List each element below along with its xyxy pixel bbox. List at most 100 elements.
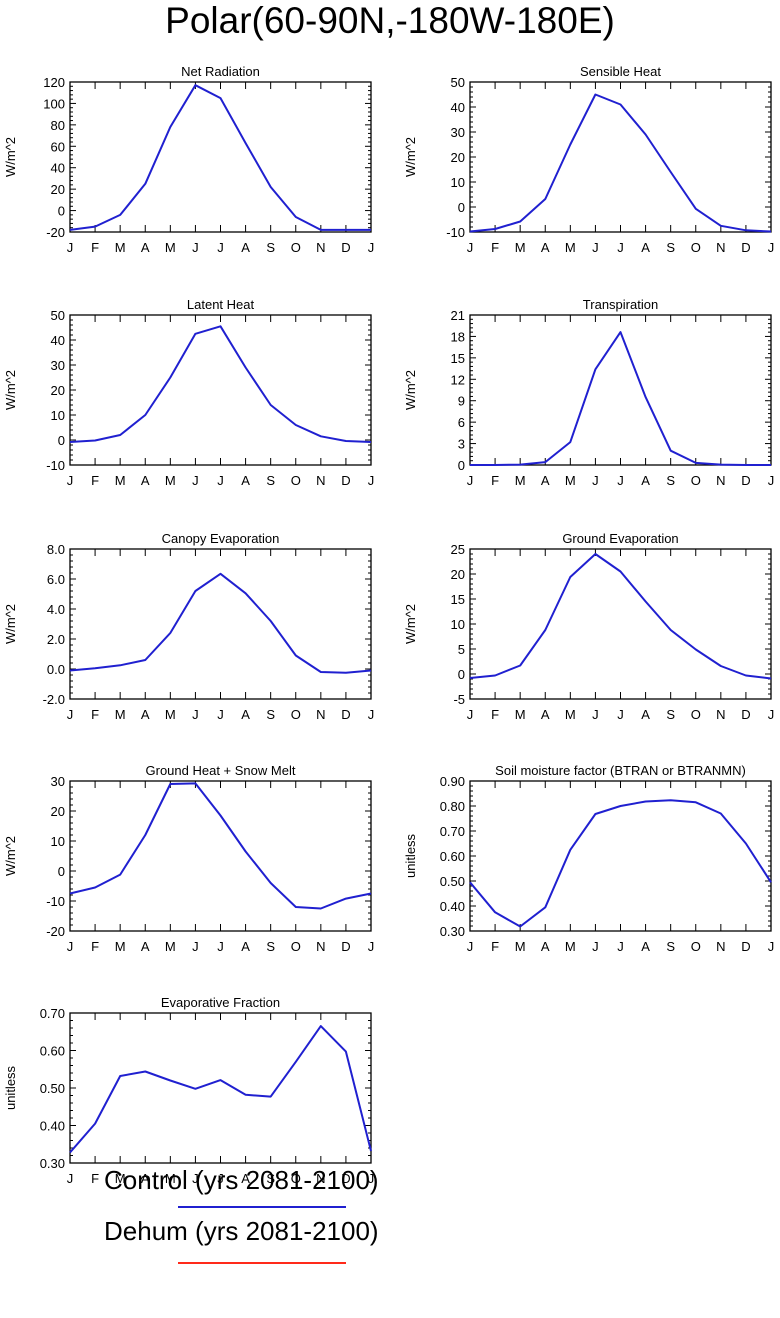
- y-tick-label: 50: [451, 75, 465, 90]
- y-tick-label: 6.0: [47, 572, 65, 587]
- x-tick-label: J: [67, 473, 74, 488]
- x-tick-label: O: [691, 939, 701, 954]
- y-tick-label: 21: [451, 308, 465, 323]
- chart-panel-7: Soil moisture factor (BTRAN or BTRANMN) u…: [403, 763, 774, 954]
- y-axis-label: unitless: [403, 833, 418, 878]
- x-tick-label: A: [541, 707, 550, 722]
- x-tick-label: S: [266, 1171, 275, 1186]
- x-tick-label: A: [541, 473, 550, 488]
- y-tick-label: 18: [451, 329, 465, 344]
- x-tick-label: J: [217, 240, 224, 255]
- y-tick-label: 0.80: [440, 799, 465, 814]
- x-tick-label: O: [291, 939, 301, 954]
- x-tick-label: M: [115, 240, 126, 255]
- x-tick-label: M: [515, 939, 526, 954]
- y-tick-label: 4.0: [47, 602, 65, 617]
- y-tick-label: 10: [51, 408, 65, 423]
- x-tick-label: A: [241, 707, 250, 722]
- x-tick-label: F: [491, 707, 499, 722]
- plot-frame: [69, 1012, 372, 1164]
- x-tick-label: O: [691, 240, 701, 255]
- x-tick-label: M: [165, 473, 176, 488]
- chart-title: Evaporative Fraction: [161, 995, 280, 1010]
- x-tick-label: N: [716, 473, 725, 488]
- page-title: Polar(60-90N,-180W-180E): [165, 0, 615, 41]
- x-tick-label: J: [192, 1171, 199, 1186]
- y-tick-label: 0.60: [40, 1044, 65, 1059]
- x-tick-label: D: [741, 939, 750, 954]
- plot-frame: [69, 314, 372, 466]
- series-line-control: [69, 325, 372, 443]
- y-tick-label: 0.60: [440, 849, 465, 864]
- x-tick-label: F: [91, 939, 99, 954]
- x-tick-label: J: [368, 1171, 375, 1186]
- x-tick-label: J: [368, 707, 375, 722]
- y-tick-label: 9: [458, 394, 465, 409]
- plot-frame: [69, 81, 372, 233]
- chart-title: Soil moisture factor (BTRAN or BTRANMN): [495, 763, 746, 778]
- x-tick-label: N: [316, 1171, 325, 1186]
- x-tick-label: A: [641, 939, 650, 954]
- y-tick-label: 0: [458, 458, 465, 473]
- plot-frame: [69, 780, 372, 932]
- x-tick-label: F: [491, 939, 499, 954]
- x-tick-label: A: [241, 240, 250, 255]
- x-tick-label: F: [491, 240, 499, 255]
- y-axis-label: W/m^2: [3, 370, 18, 410]
- x-tick-label: J: [217, 939, 224, 954]
- y-tick-label: 10: [51, 834, 65, 849]
- x-tick-label: N: [316, 939, 325, 954]
- chart-panel-8: Evaporative Fraction unitless 0.30 0.40 0.50…: [3, 995, 374, 1186]
- x-tick-label: O: [291, 1171, 301, 1186]
- x-tick-label: M: [515, 473, 526, 488]
- x-tick-label: A: [541, 240, 550, 255]
- x-tick-label: M: [115, 1171, 126, 1186]
- x-tick-label: J: [217, 1171, 224, 1186]
- x-tick-label: J: [67, 1171, 74, 1186]
- y-tick-label: 0.70: [440, 824, 465, 839]
- x-tick-label: D: [741, 240, 750, 255]
- y-tick-label: 40: [51, 333, 65, 348]
- y-tick-label: 0: [458, 667, 465, 682]
- y-tick-label: 0: [58, 204, 65, 219]
- x-tick-label: O: [291, 240, 301, 255]
- series-line-control: [69, 1025, 372, 1154]
- x-tick-label: J: [592, 240, 599, 255]
- x-tick-label: O: [691, 707, 701, 722]
- y-tick-label: -2.0: [43, 692, 65, 707]
- x-tick-label: J: [192, 473, 199, 488]
- x-tick-label: A: [141, 939, 150, 954]
- series-line-control: [69, 84, 371, 231]
- x-tick-label: S: [666, 939, 675, 954]
- x-tick-label: A: [141, 240, 150, 255]
- x-tick-label: S: [666, 473, 675, 488]
- x-tick-label: F: [91, 240, 99, 255]
- y-tick-label: 12: [451, 372, 465, 387]
- legend-dehum-label: Dehum (yrs 2081-2100): [104, 1216, 379, 1246]
- y-axis-label: W/m^2: [3, 137, 18, 177]
- x-tick-label: M: [165, 707, 176, 722]
- y-tick-label: 100: [43, 96, 65, 111]
- y-tick-label: 0: [58, 864, 65, 879]
- legend-control-line: [178, 1206, 346, 1208]
- y-tick-label: 15: [451, 592, 465, 607]
- y-tick-label: 0.90: [440, 774, 465, 789]
- x-tick-label: J: [592, 707, 599, 722]
- x-tick-label: J: [217, 473, 224, 488]
- legend-dehum-line: [178, 1262, 346, 1264]
- x-tick-label: J: [592, 473, 599, 488]
- x-tick-label: A: [641, 240, 650, 255]
- x-tick-label: J: [617, 707, 624, 722]
- x-tick-label: M: [115, 707, 126, 722]
- x-tick-label: J: [467, 939, 474, 954]
- series-line-control: [469, 799, 772, 928]
- chart-title: Net Radiation: [181, 64, 260, 79]
- x-tick-label: N: [716, 240, 725, 255]
- plot-frame: [69, 548, 372, 700]
- y-tick-label: 0: [458, 200, 465, 215]
- x-tick-label: M: [515, 240, 526, 255]
